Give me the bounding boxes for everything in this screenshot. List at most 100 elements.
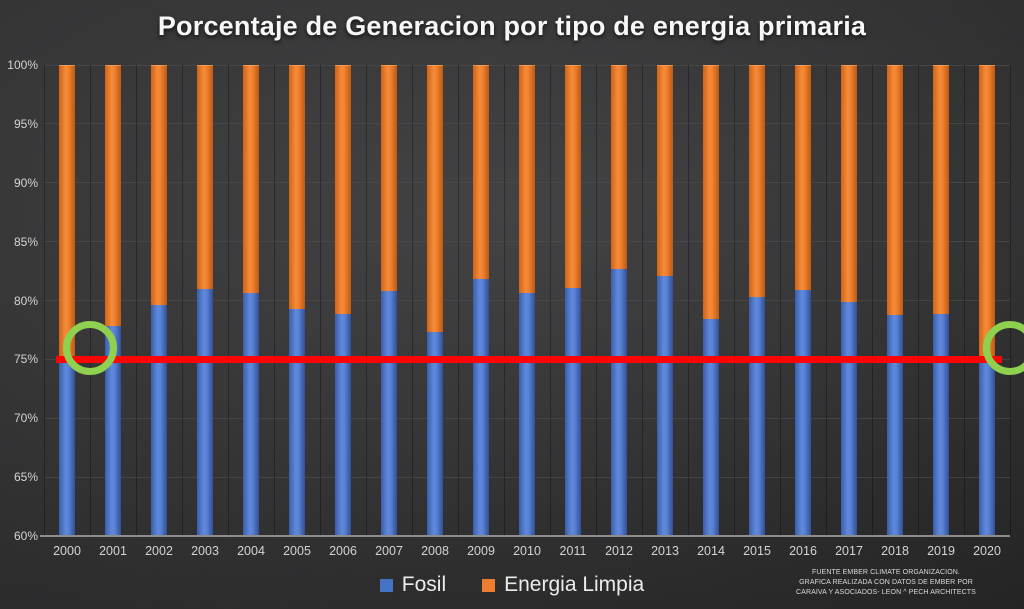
- legend-item-fosil: Fosil: [379, 573, 447, 597]
- bar-fosil-2002: [151, 305, 167, 536]
- bar-energia-limpia-2013: [657, 65, 673, 276]
- x-axis-label-2013: 2013: [651, 544, 679, 558]
- bar-energia-limpia-2011: [565, 65, 581, 288]
- x-axis-label-2018: 2018: [881, 544, 909, 558]
- x-axis-label-2000: 2000: [53, 544, 81, 558]
- category-separator: [457, 65, 459, 536]
- plot-area: [43, 64, 1011, 536]
- x-axis-label-2014: 2014: [697, 544, 725, 558]
- category-separator: [273, 65, 275, 536]
- category-separator: [871, 65, 873, 536]
- source-note-line: FUENTE EMBER CLIMATE ORGANIZACION.: [812, 569, 960, 576]
- category-separator: [917, 65, 919, 536]
- source-note-line: CARAIVA Y ASOCIADOS- LEON ^ PECH ARCHITE…: [796, 589, 976, 596]
- category-separator: [825, 65, 827, 536]
- bar-fosil-2011: [565, 287, 581, 536]
- x-axis-label-2020: 2020: [973, 544, 1001, 558]
- bar-fosil-2013: [657, 275, 673, 536]
- category-separator: [227, 65, 229, 536]
- highlight-circle-2020: [983, 320, 1024, 375]
- bar-energia-limpia-2002: [151, 65, 167, 306]
- bar-energia-limpia-2009: [473, 65, 489, 280]
- category-separator: [43, 65, 45, 536]
- bar-fosil-2005: [289, 308, 305, 536]
- bar-energia-limpia-2004: [243, 65, 259, 294]
- x-axis-label-2011: 2011: [559, 544, 587, 558]
- bar-fosil-2006: [335, 313, 351, 536]
- y-axis-label: 70%: [13, 411, 38, 426]
- bar-fosil-2019: [933, 313, 949, 536]
- fosil-swatch-icon: [379, 578, 393, 592]
- bar-energia-limpia-2014: [703, 65, 719, 320]
- x-axis-label-2017: 2017: [835, 544, 863, 558]
- category-separator: [687, 65, 689, 536]
- bar-energia-limpia-2018: [887, 65, 903, 315]
- bar-fosil-2003: [197, 288, 213, 536]
- bar-energia-limpia-2017: [841, 65, 857, 302]
- bar-fosil-2001: [105, 326, 121, 536]
- bar-fosil-2004: [243, 293, 259, 536]
- category-separator: [779, 65, 781, 536]
- x-axis-label-2001: 2001: [99, 544, 127, 558]
- source-note: FUENTE EMBER CLIMATE ORGANIZACION. GRAFI…: [762, 568, 1010, 598]
- y-axis-label: 80%: [13, 293, 38, 308]
- bar-fosil-2020: [979, 360, 995, 536]
- x-axis-label-2015: 2015: [743, 544, 771, 558]
- y-axis-label: 60%: [13, 529, 38, 543]
- bar-energia-limpia-2015: [749, 65, 765, 297]
- x-axis-label-2007: 2007: [375, 544, 403, 558]
- bar-energia-limpia-2003: [197, 65, 213, 289]
- category-separator: [1009, 65, 1011, 536]
- bar-energia-limpia-2010: [519, 65, 535, 294]
- legend-item-energia-limpia: Energia Limpia: [482, 573, 644, 597]
- category-separator: [733, 65, 735, 536]
- bar-energia-limpia-2005: [289, 65, 305, 309]
- category-separator: [549, 65, 551, 536]
- bar-fosil-2000: [59, 357, 75, 536]
- legend: Fosil Energia Limpia: [0, 573, 1024, 597]
- x-axis-label-2006: 2006: [329, 544, 357, 558]
- bar-fosil-2014: [703, 319, 719, 536]
- x-axis-line: [40, 535, 1010, 537]
- category-separator: [411, 65, 413, 536]
- reference-line-75pct: [56, 355, 1002, 363]
- y-axis-label: 65%: [13, 470, 38, 485]
- y-axis-label: 95%: [13, 116, 38, 131]
- category-separator: [135, 65, 137, 536]
- bar-energia-limpia-2006: [335, 65, 351, 314]
- bar-fosil-2007: [381, 291, 397, 536]
- bar-fosil-2012: [611, 268, 627, 536]
- category-separator: [641, 65, 643, 536]
- y-axis-label: 75%: [13, 352, 38, 367]
- x-axis-label-2019: 2019: [927, 544, 955, 558]
- x-axis-label-2002: 2002: [145, 544, 173, 558]
- bar-energia-limpia-2008: [427, 65, 443, 333]
- bar-fosil-2017: [841, 301, 857, 536]
- y-axis-label: 100%: [7, 58, 38, 72]
- category-separator: [503, 65, 505, 536]
- bar-energia-limpia-2007: [381, 65, 397, 292]
- bar-energia-limpia-2020: [979, 65, 995, 361]
- bar-fosil-2009: [473, 279, 489, 536]
- category-separator: [89, 65, 91, 536]
- x-axis-label-2010: 2010: [513, 544, 541, 558]
- bar-fosil-2016: [795, 289, 811, 536]
- y-axis-label: 90%: [13, 175, 38, 190]
- energia-limpia-swatch-icon: [482, 578, 496, 592]
- highlight-circle-2000: [63, 320, 117, 375]
- x-axis-label-2004: 2004: [237, 544, 265, 558]
- chart-title: Porcentaje de Generacion por tipo de ene…: [157, 11, 867, 41]
- category-separator: [963, 65, 965, 536]
- x-axis-label-2016: 2016: [789, 544, 817, 558]
- x-axis-label-2008: 2008: [421, 544, 449, 558]
- category-separator: [181, 65, 183, 536]
- x-axis-label-2005: 2005: [283, 544, 311, 558]
- bar-fosil-2018: [887, 314, 903, 536]
- legend-label-fosil: Fosil: [401, 573, 447, 596]
- category-separator: [595, 65, 597, 536]
- bar-energia-limpia-2016: [795, 65, 811, 290]
- legend-label-energia-limpia: Energia Limpia: [504, 573, 645, 596]
- bar-fosil-2008: [427, 332, 443, 536]
- bar-energia-limpia-2019: [933, 65, 949, 314]
